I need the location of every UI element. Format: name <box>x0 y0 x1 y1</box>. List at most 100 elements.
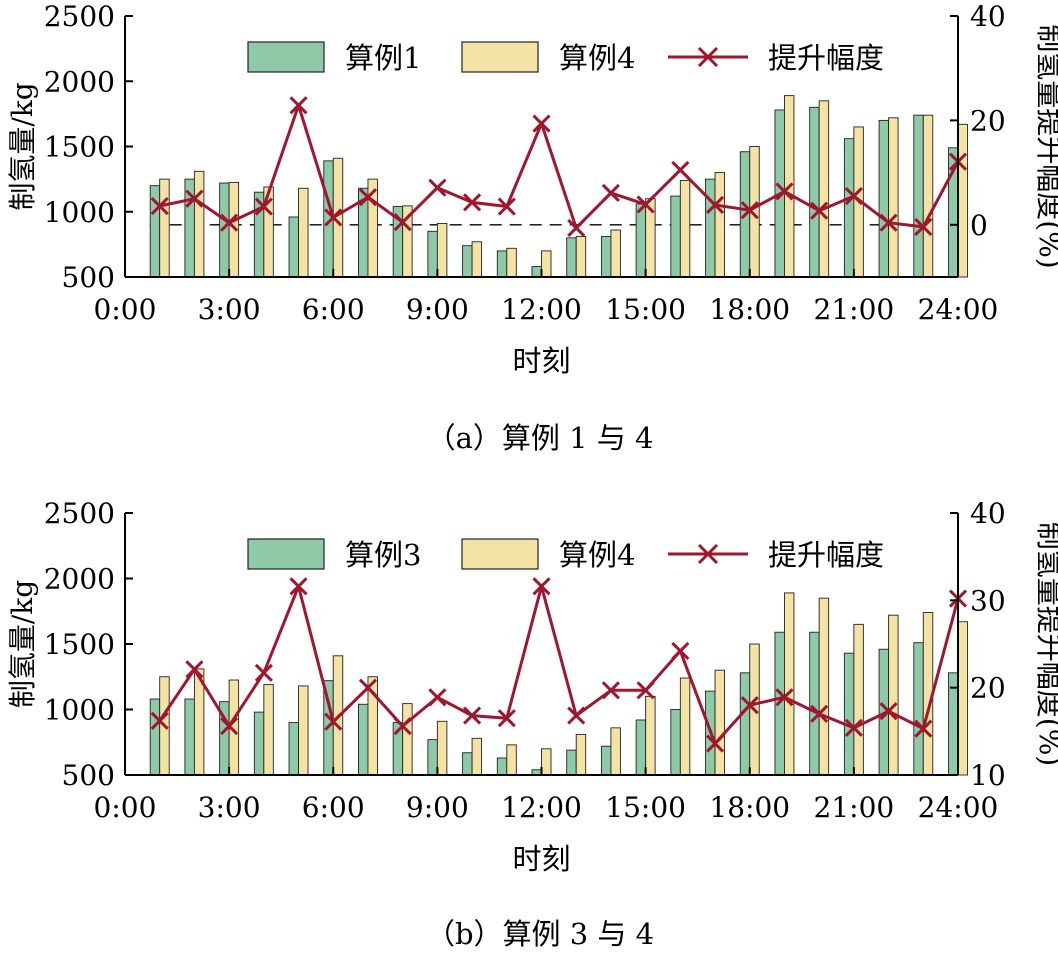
chart1-caption: （a）算例 1 与 4 <box>427 421 654 455</box>
chart2-bar-b-12 <box>541 748 552 776</box>
chart1-ytick-label-1: 1000 <box>44 196 115 229</box>
chart2-line-marker-17 <box>705 734 725 753</box>
chart2-bar-b-15 <box>645 695 656 776</box>
chart2-bar-b-14 <box>610 727 621 776</box>
chart1-bar-a-5 <box>288 216 299 278</box>
chart1-bar-b-9 <box>436 223 448 278</box>
chart1-line-marker-7 <box>358 188 378 207</box>
chart2-xtick-label-8: 24:00 <box>918 791 999 824</box>
chart1-line-marker-2 <box>185 189 204 208</box>
chart1-bar-a-23 <box>913 114 924 278</box>
chart2-xtick-label-1: 3:00 <box>198 791 261 824</box>
chart2-bar-a-16 <box>670 709 681 776</box>
chart1-ytick-label-0: 500 <box>62 261 115 294</box>
chart2-bar-b-11 <box>506 744 517 776</box>
chart2-legend-label-c: 提升幅度 <box>768 538 884 572</box>
chart2-bar-a-23 <box>913 642 924 776</box>
chart2-ytick-label-2: 1500 <box>44 628 115 661</box>
chart2-line-marker-18 <box>740 696 759 715</box>
chart1-ytick-label-2: 1500 <box>44 131 115 164</box>
chart1-bar-a-11 <box>496 250 508 278</box>
chart2-line-marker-7 <box>358 678 378 697</box>
chart2-xlabel: 时刻 <box>512 842 570 876</box>
chart1-bar-b-22 <box>888 117 899 278</box>
chart2-bar-a-13 <box>566 749 577 776</box>
chart1-bar-b-11 <box>506 247 517 278</box>
chart1-line-marker-19 <box>775 182 794 201</box>
chart1-legend-label-c: 提升幅度 <box>768 41 884 75</box>
chart2-ytick-label-0: 500 <box>62 759 115 792</box>
chart2-ytick-label-4: 2500 <box>44 497 115 530</box>
chart1-y2tick-label-0: 0 <box>970 209 988 242</box>
chart1-line-marker-17 <box>705 195 725 215</box>
chart1-xtick-label-2: 6:00 <box>302 293 365 326</box>
chart2-bar-b-22 <box>888 614 899 776</box>
chart1-line-marker-11 <box>497 197 516 216</box>
chart1-xtick-label-5: 15:00 <box>605 293 686 326</box>
chart2-xtick-label-3: 9:00 <box>406 791 469 824</box>
chart1-bar-a-14 <box>600 236 612 278</box>
chart2-y2tick-label-2: 30 <box>970 584 1006 617</box>
chart2-xtick-label-6: 18:00 <box>709 791 790 824</box>
chart1-legend-label-b: 算例4 <box>559 41 635 75</box>
chart1-xtick-label-7: 21:00 <box>814 293 895 326</box>
chart1-xtick-label-0: 0:00 <box>94 293 157 326</box>
chart1-line-series <box>159 103 960 230</box>
chart1-legend-marker <box>697 46 719 68</box>
chart2-bar-b-20 <box>818 597 830 776</box>
chart2-xtick-label-5: 15:00 <box>605 791 686 824</box>
chart2-line-marker-2 <box>185 660 204 679</box>
chart2-ylabel: 制氢量/kg <box>6 580 39 708</box>
chart1-bar-b-12 <box>541 250 552 278</box>
chart1-line-marker-6 <box>324 208 343 227</box>
chart1-xtick-label-4: 12:00 <box>501 293 582 326</box>
chart1-line-marker-16 <box>671 160 690 180</box>
chart1-line-marker-3 <box>220 213 239 232</box>
chart2-line-marker-8 <box>393 717 412 736</box>
chart1-line-marker-5 <box>289 96 308 115</box>
chart1-legend-label-a: 算例1 <box>345 41 421 75</box>
chart2-line-marker-3 <box>220 717 239 736</box>
chart1-bar-b-24 <box>957 123 968 278</box>
chart1-legend-swatch-a <box>247 41 325 73</box>
chart2-line-marker-10 <box>463 706 482 725</box>
chart2-bar-a-15 <box>635 719 647 776</box>
chart2-line-series <box>158 584 960 746</box>
chart1-bar-a-20 <box>809 106 820 278</box>
chart2-line-marker-9 <box>428 688 447 707</box>
chart1-bar-a-15 <box>635 203 647 278</box>
chart2-ytick-label-1: 1000 <box>44 694 115 727</box>
chart1-bar-b-23 <box>922 114 934 278</box>
chart2-xtick-label-7: 21:00 <box>814 791 895 824</box>
chart2-legend-swatch-a <box>247 538 325 570</box>
chart1-xtick-label-3: 9:00 <box>406 293 469 326</box>
chart1-line-marker-14 <box>601 183 620 203</box>
chart1-bar-a-22 <box>878 119 890 278</box>
chart2-bar-a-5 <box>288 722 299 776</box>
chart1-bar-b-2 <box>193 170 205 278</box>
chart2-bar-a-4 <box>253 711 265 776</box>
chart2-legend-swatch-b <box>461 538 539 570</box>
chart1-line-marker-9 <box>428 178 447 197</box>
chart2-line-marker-5 <box>289 577 308 596</box>
chart1-line-marker-22 <box>879 213 898 232</box>
chart2-bar-b-9 <box>436 720 448 776</box>
chart1-line-marker-8 <box>393 213 412 232</box>
chart1-bar-b-1 <box>159 178 170 278</box>
chart2-bar-a-10 <box>462 752 473 776</box>
chart2-bar-a-9 <box>427 739 438 776</box>
chart2-bar-a-18 <box>739 672 751 776</box>
chart2-line-marker-16 <box>671 641 690 661</box>
chart1-xtick-label-6: 18:00 <box>709 293 790 326</box>
chart1-xlabel: 时刻 <box>512 344 570 378</box>
chart2-bar-a-11 <box>496 757 508 776</box>
chart2-bar-a-20 <box>809 631 820 776</box>
chart1-ylabel: 制氢量/kg <box>6 82 39 210</box>
chart2-line-marker-21 <box>844 718 863 737</box>
chart1-line-marker-20 <box>810 201 829 220</box>
chart2-bar-a-7 <box>358 703 369 776</box>
chart2-y2label: 制氢量提升幅度(%) <box>1033 522 1058 766</box>
chart2-bar-a-21 <box>843 652 855 776</box>
chart2-bar-a-14 <box>600 745 612 776</box>
chart1-line-marker-4 <box>254 197 273 216</box>
